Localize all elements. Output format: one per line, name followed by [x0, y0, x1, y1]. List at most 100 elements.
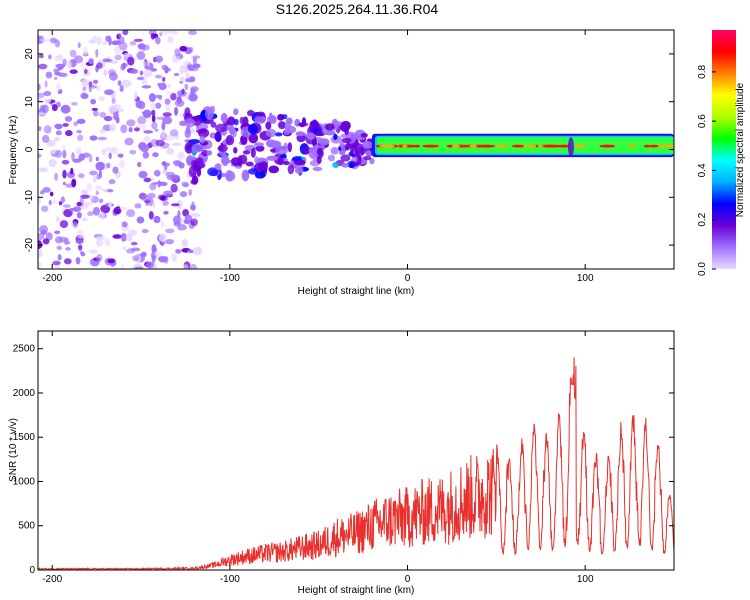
heatmap-peak-cell [648, 144, 659, 148]
heatmap-noise-cell [165, 103, 171, 112]
heatmap-noise-cell [53, 76, 58, 80]
heatmap-y-axis-label: Frequency (Hz) [8, 116, 19, 185]
heatmap-onset-cell [360, 132, 368, 138]
heatmap-noise-cell [162, 76, 166, 82]
heatmap-marks [38, 30, 674, 269]
heatmap-onset-cell [287, 142, 293, 153]
heatmap-noise-cell [113, 111, 119, 121]
heatmap-y-tick-label: 0 [24, 146, 35, 152]
heatmap-onset-cell [193, 164, 202, 172]
heatmap-noise-cell [154, 251, 162, 257]
heatmap-noise-cell [183, 219, 190, 225]
snr-y-ticks: 0 500 1000 1500 2000 2500 [13, 344, 674, 576]
heatmap-noise-cell [160, 220, 165, 229]
heatmap-onset-cell [344, 143, 351, 151]
heatmap-noise-cell [136, 76, 145, 81]
heatmap-onset-cell [297, 122, 309, 127]
heatmap-noise-cell [76, 118, 86, 125]
heatmap-peak-cell [511, 144, 523, 148]
heatmap-onset-cell [287, 164, 295, 175]
heatmap-onset-cell [227, 116, 236, 126]
colorbar-tick-label: 0.2 [697, 212, 708, 226]
heatmap-y-ticks: -20 -10 0 10 20 [24, 48, 674, 252]
heatmap-peak-cell [599, 144, 614, 148]
heatmap-noise-cell [192, 57, 197, 65]
heatmap-spike-cell [567, 137, 574, 158]
heatmap-onset-cell [312, 166, 323, 172]
heatmap-onset-cell [294, 159, 306, 166]
heatmap-noise-cell [161, 121, 166, 131]
colorbar-label: Normalized spectral amplitude [735, 82, 746, 217]
heatmap-noise-cell [38, 142, 41, 147]
heatmap-noise-cell [163, 210, 169, 215]
heatmap-noise-cell [179, 76, 185, 83]
heatmap-noise-cell [132, 255, 140, 262]
heatmap-onset-cell [233, 108, 239, 116]
heatmap-onset-cell [228, 125, 236, 136]
heatmap-noise-cell [141, 124, 147, 131]
heatmap-noise-cell [166, 90, 175, 95]
heatmap-noise-cell [73, 55, 83, 64]
heatmap-noise-cell [42, 238, 50, 245]
heatmap-noise-cell [134, 91, 138, 100]
heatmap-x-tick-label: -100 [220, 273, 240, 284]
heatmap-noise-cell [137, 116, 147, 125]
heatmap-noise-cell [126, 119, 136, 127]
heatmap-noise-cell [95, 156, 100, 162]
heatmap-noise-cell [43, 90, 52, 97]
heatmap-onset-cell [309, 120, 320, 130]
heatmap-noise-cell [118, 159, 126, 169]
heatmap-onset-cell [362, 140, 373, 149]
heatmap-noise-cell [63, 258, 72, 265]
heatmap-noise-cell [65, 129, 73, 137]
heatmap-noise-cell [88, 81, 93, 87]
heatmap-noise-cell [96, 253, 103, 262]
heatmap-noise-cell [163, 190, 174, 197]
heatmap-peak-cell [531, 144, 537, 148]
heatmap-onset-cell [233, 118, 239, 126]
heatmap-noise-cell [81, 78, 90, 88]
heatmap-noise-cell [51, 104, 58, 112]
heatmap-noise-cell [75, 147, 82, 155]
heatmap-noise-cell [157, 180, 161, 188]
heatmap-noise-cell [48, 200, 52, 206]
heatmap-onset-cell [282, 114, 288, 120]
heatmap-noise-cell [112, 166, 119, 174]
heatmap-noise-cell [190, 204, 196, 211]
snr-x-axis-label: Height of straight line (km) [298, 585, 415, 596]
heatmap-x-ticks: -200 -100 0 100 [42, 30, 594, 284]
heatmap-onset-cell [245, 161, 254, 167]
heatmap-onset-cell [341, 162, 349, 168]
heatmap-noise-cell [105, 35, 112, 42]
heatmap-noise-cell [150, 102, 156, 110]
heatmap-onset-cell [215, 123, 227, 133]
heatmap-onset-cell [316, 155, 322, 164]
heatmap-onset-cell [255, 145, 265, 152]
heatmap-noise-cell [55, 124, 63, 130]
heatmap-noise-cell [133, 38, 143, 42]
heatmap-noise-cell [143, 177, 152, 183]
heatmap-onset-cell [265, 121, 272, 130]
heatmap-noise-cell [171, 142, 182, 146]
heatmap-onset-cell [366, 149, 372, 157]
heatmap-onset-cell [327, 154, 336, 162]
heatmap-noise-cell [162, 200, 169, 206]
snr-x-tick-label: 100 [577, 574, 594, 585]
snr-y-tick-label: 1000 [13, 476, 36, 487]
heatmap-noise-cell [159, 181, 168, 187]
heatmap-noise-cell [39, 104, 46, 112]
colorbar-ticks: 0.0 0.2 0.4 0.6 0.8 [697, 64, 716, 276]
heatmap-noise-cell [52, 260, 61, 266]
heatmap-noise-cell [84, 68, 88, 75]
heatmap-noise-cell [57, 72, 68, 77]
heatmap-noise-cell [179, 191, 188, 198]
heatmap-onset-cell [295, 131, 305, 137]
heatmap-noise-cell [94, 185, 103, 191]
heatmap-noise-cell [72, 158, 82, 163]
heatmap-noise-cell [159, 233, 167, 243]
heatmap-noise-cell [38, 196, 42, 205]
heatmap-peak-cell [425, 144, 440, 148]
heatmap-onset-cell [225, 170, 236, 182]
heatmap-noise-cell [56, 245, 63, 251]
heatmap-noise-cell [150, 33, 155, 40]
